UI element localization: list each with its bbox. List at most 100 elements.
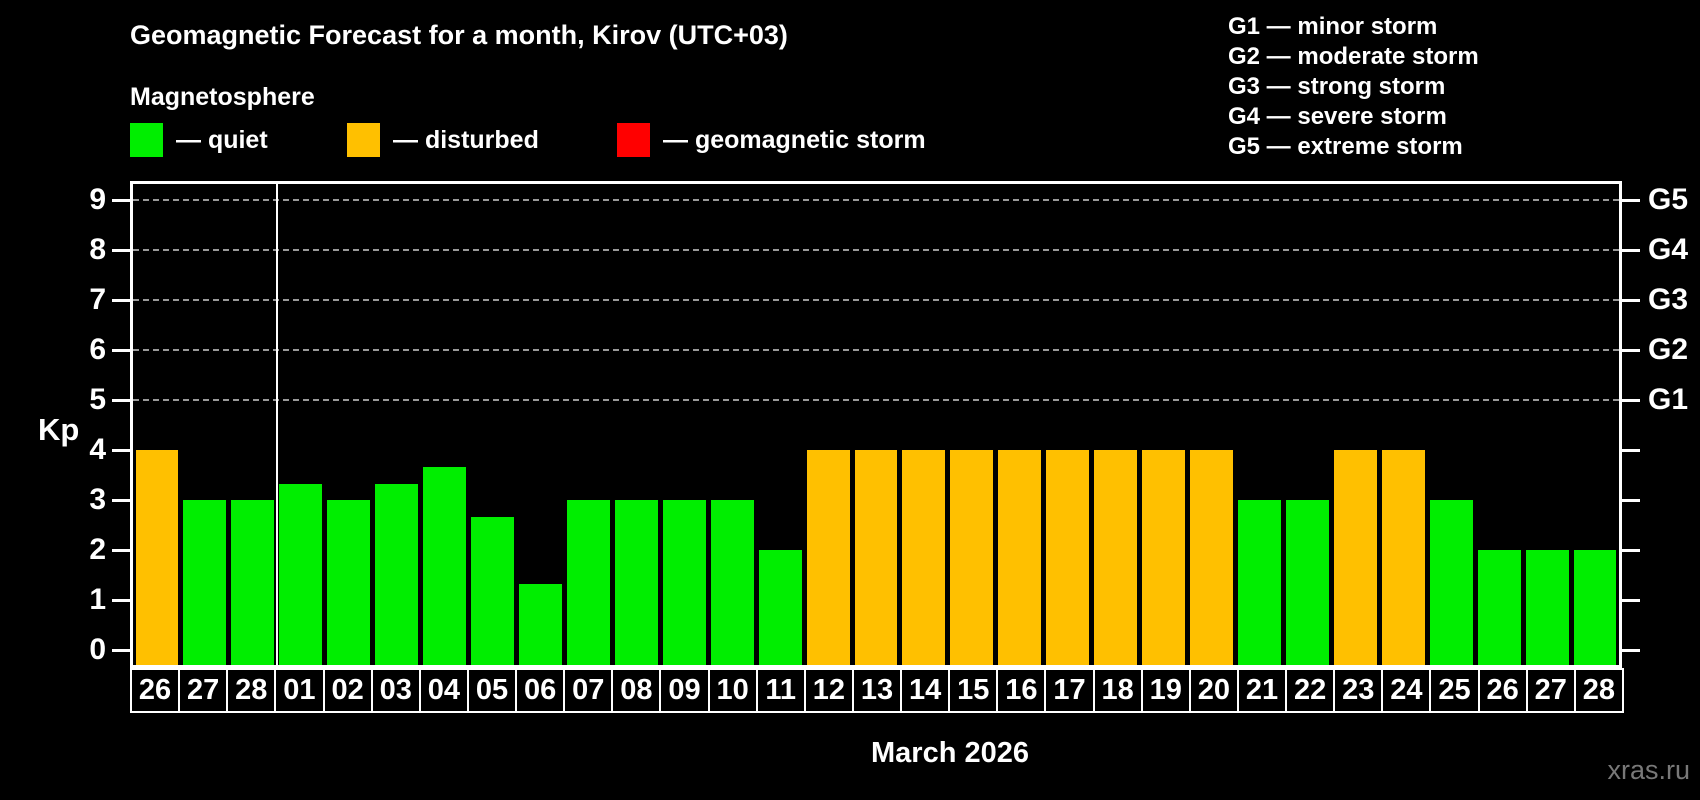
- legend-item-storm: — geomagnetic storm: [617, 122, 926, 158]
- y-tick-label-0: 0: [89, 633, 106, 666]
- y-tick-left-2: [112, 549, 133, 552]
- legend-item-disturbed: — disturbed: [347, 122, 539, 158]
- kp-bar-10: [710, 500, 754, 665]
- y-tick-right-6: [1619, 349, 1640, 352]
- date-label-06: 06: [515, 668, 566, 713]
- date-label-28: 28: [1573, 668, 1624, 713]
- kp-bar-08: [614, 500, 658, 665]
- disturbed-label: — disturbed: [393, 125, 539, 154]
- date-label-07: 07: [563, 668, 614, 713]
- date-label-13: 13: [851, 668, 903, 713]
- kp-bar-13: [854, 450, 898, 665]
- kp-bar-28: [231, 500, 275, 665]
- kp-bar-04: [423, 466, 467, 665]
- y-tick-label-8: 8: [89, 233, 106, 266]
- kp-bar-14: [902, 450, 946, 665]
- date-label-26: 26: [130, 668, 181, 713]
- g-tick-label-g1: G1: [1648, 383, 1689, 416]
- kp-bar-23: [1333, 450, 1377, 665]
- y-tick-right-0: [1619, 649, 1640, 652]
- g-legend-line-g3: G3 — strong storm: [1228, 73, 1446, 100]
- y-tick-label-1: 1: [89, 583, 106, 616]
- kp-bar-12: [806, 450, 850, 665]
- kp-bar-20: [1190, 450, 1233, 665]
- kp-bar-02: [327, 500, 371, 665]
- kp-bar-17: [1046, 450, 1090, 665]
- page-title: Geomagnetic Forecast for a month, Kirov …: [130, 20, 788, 50]
- plot-area: [130, 181, 1622, 668]
- date-label-12: 12: [803, 668, 854, 713]
- y-tick-label-3: 3: [89, 483, 106, 516]
- kp-bar-22: [1285, 500, 1329, 665]
- date-label-19: 19: [1140, 668, 1191, 713]
- gridline-kp5: [133, 399, 1619, 401]
- date-label-27: 27: [1525, 668, 1576, 713]
- y-tick-label-5: 5: [89, 383, 106, 416]
- y-tick-label-2: 2: [89, 533, 106, 566]
- date-label-24: 24: [1381, 668, 1432, 713]
- date-label-04: 04: [418, 668, 469, 713]
- kp-bar-07: [566, 500, 610, 665]
- g-tick-label-g4: G4: [1648, 233, 1689, 266]
- x-axis-title: March 2026: [871, 737, 1029, 769]
- date-label-17: 17: [1044, 668, 1095, 713]
- y-tick-label-9: 9: [89, 183, 106, 216]
- y-tick-right-4: [1619, 449, 1640, 452]
- y-tick-left-9: [112, 199, 133, 202]
- y-tick-right-5: [1619, 399, 1640, 402]
- watermark: xras.ru: [1607, 755, 1690, 785]
- date-label-11: 11: [755, 668, 806, 713]
- date-label-23: 23: [1333, 668, 1384, 713]
- y-tick-label-7: 7: [89, 283, 106, 316]
- g-tick-label-g2: G2: [1648, 333, 1689, 366]
- date-label-14: 14: [900, 668, 951, 713]
- date-label-09: 09: [659, 668, 710, 713]
- y-tick-right-3: [1619, 499, 1640, 502]
- g-legend-line-g1: G1 — minor storm: [1228, 13, 1438, 40]
- kp-bar-05: [471, 516, 514, 665]
- month-separator: [275, 184, 278, 665]
- y-tick-right-7: [1619, 299, 1640, 302]
- y-tick-right-8: [1619, 249, 1640, 252]
- kp-bar-19: [1142, 450, 1186, 665]
- date-label-18: 18: [1092, 668, 1143, 713]
- g-tick-label-g5: G5: [1648, 183, 1689, 216]
- date-label-10: 10: [707, 668, 758, 713]
- kp-bar-28: [1573, 550, 1617, 665]
- g-legend-line-g4: G4 — severe storm: [1228, 103, 1447, 130]
- y-tick-label-6: 6: [89, 333, 106, 366]
- legend-item-quiet: — quiet: [130, 122, 268, 158]
- kp-bar-15: [950, 450, 994, 665]
- date-label-08: 08: [611, 668, 662, 713]
- g-tick-label-g3: G3: [1648, 283, 1689, 316]
- kp-bar-21: [1238, 500, 1281, 665]
- y-tick-left-3: [112, 499, 133, 502]
- gridline-kp9: [133, 199, 1619, 201]
- y-tick-left-4: [112, 449, 133, 452]
- date-label-26: 26: [1477, 668, 1528, 713]
- y-tick-right-1: [1619, 599, 1640, 602]
- storm-label: — geomagnetic storm: [663, 125, 926, 154]
- gridline-kp7: [133, 299, 1619, 301]
- date-label-05: 05: [466, 668, 518, 713]
- date-label-15: 15: [948, 668, 999, 713]
- kp-bar-26: [135, 450, 179, 665]
- gridline-kp8: [133, 249, 1619, 251]
- date-label-25: 25: [1429, 668, 1480, 713]
- date-label-27: 27: [178, 668, 229, 713]
- y-tick-left-6: [112, 349, 133, 352]
- date-label-01: 01: [274, 668, 325, 713]
- date-label-20: 20: [1188, 668, 1239, 713]
- date-label-21: 21: [1236, 668, 1288, 713]
- kp-bar-11: [758, 550, 802, 665]
- storm-color-swatch: [617, 123, 650, 157]
- kp-bar-18: [1094, 450, 1138, 665]
- magnetosphere-label: Magnetosphere: [130, 83, 315, 111]
- y-tick-left-0: [112, 649, 133, 652]
- date-label-16: 16: [996, 668, 1047, 713]
- gridline-kp6: [133, 349, 1619, 351]
- date-label-02: 02: [322, 668, 373, 713]
- kp-bar-26: [1477, 550, 1521, 665]
- kp-bar-25: [1429, 500, 1473, 665]
